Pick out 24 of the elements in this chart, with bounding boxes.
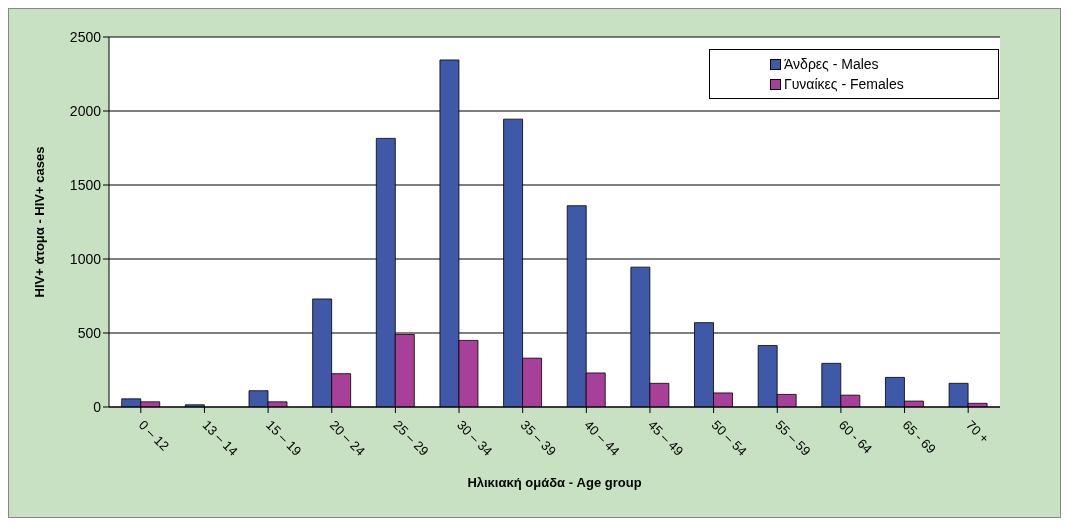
x-tick-label: 65 - 69 [899,417,939,457]
y-tick-label: 2500 [69,28,102,45]
x-tick-label: 15 – 19 [263,417,305,459]
x-tick-label: 30 – 34 [454,417,496,459]
x-tick-label: 40 – 44 [581,417,623,459]
y-tick-label: 2000 [69,102,102,119]
y-axis-title: HIV+ άτομα - HIV+ cases [31,146,47,298]
y-tick-label: 1500 [69,176,102,193]
x-axis-title: Ηλικιακή ομάδα - Age group [467,475,642,490]
x-tick-label: 70 + [963,417,992,447]
x-tick-label: 55 – 59 [772,417,814,459]
y-tick-label: 0 [93,398,102,415]
x-tick-label: 45 – 49 [645,417,687,459]
legend-label: Άνδρες - Males [784,55,879,74]
x-tick-label: 60 - 64 [835,417,876,457]
y-tick-label: 1000 [69,250,102,267]
x-tick-label: 50 – 54 [708,417,750,459]
legend-label: Γυναίκες - Females [784,75,904,94]
x-tick-label: 13 – 14 [199,417,241,459]
x-tick-label: 35 – 39 [517,417,560,459]
x-tick-label: 20 – 24 [326,417,369,459]
x-tick-label: 25 – 29 [390,417,432,459]
y-tick-label: 500 [77,324,102,341]
x-tick-label: 0 – 12 [135,417,173,454]
